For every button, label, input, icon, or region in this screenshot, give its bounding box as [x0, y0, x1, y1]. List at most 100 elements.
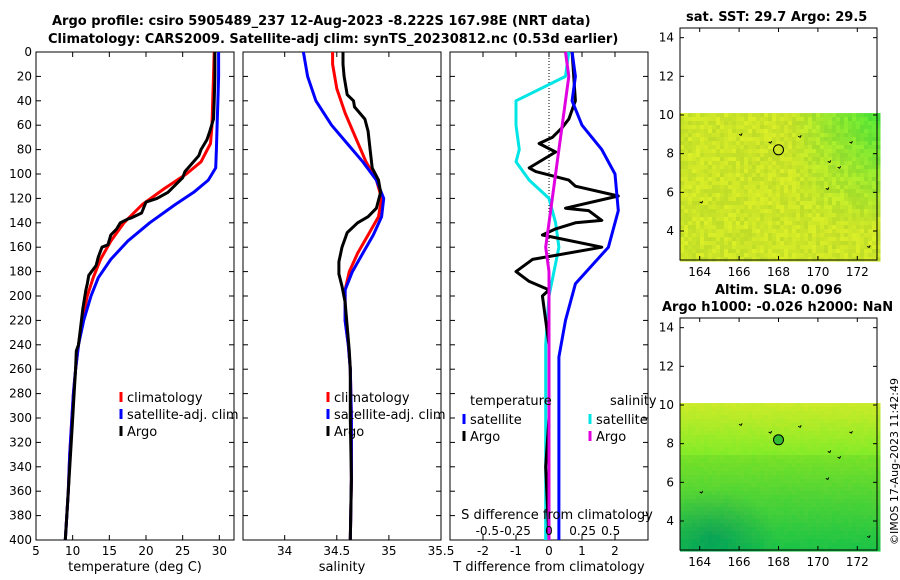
- sla-map-cell: [732, 455, 737, 460]
- sla-map-cell: [780, 527, 785, 532]
- sst-map-cell: [708, 201, 713, 206]
- sst-map-cell: [756, 125, 761, 130]
- sst-map-cell: [760, 217, 765, 222]
- sst-map-cell: [840, 129, 845, 134]
- sst-map-cell: [772, 177, 777, 182]
- sla-map-cell: [736, 463, 741, 468]
- sst-map-cell: [756, 225, 761, 230]
- sst-map-cell: [848, 161, 853, 166]
- sla-map-cell: [816, 511, 821, 516]
- sla-map-cell: [832, 435, 837, 440]
- sst-map-cell: [700, 161, 705, 166]
- sla-map-cell: [740, 447, 745, 452]
- sla-map-cell: [872, 547, 877, 552]
- sst-map-cell: [752, 173, 757, 178]
- sst-map-cell: [740, 221, 745, 226]
- sla-map-cell: [816, 423, 821, 428]
- sst-map-cell: [836, 197, 841, 202]
- sst-map-cell: [824, 233, 829, 238]
- sst-map-cell: [844, 141, 849, 146]
- diff-salinity-tick-label: 0.5: [601, 524, 620, 538]
- sst-map-cell: [760, 133, 765, 138]
- sst-map-cell: [836, 249, 841, 254]
- sst-map-cell: [812, 129, 817, 134]
- sst-map-cell: [808, 229, 813, 234]
- sla-map-cell: [708, 471, 713, 476]
- sst-map-cell: [848, 149, 853, 154]
- sla-map-cell: [740, 467, 745, 472]
- sst-map-cell: [684, 169, 689, 174]
- sst-map-cell: [852, 157, 857, 162]
- sst-map-cell: [772, 125, 777, 130]
- sla-map-cell: [792, 515, 797, 520]
- sla-map-cell: [740, 423, 745, 428]
- sst-map-cell: [844, 197, 849, 202]
- sla-map-cell: [712, 503, 717, 508]
- sla-map-cell: [784, 427, 789, 432]
- sla-map-cell: [856, 451, 861, 456]
- sst-map-cell: [688, 141, 693, 146]
- sla-map-cell: [820, 419, 825, 424]
- sla-map-cell: [872, 451, 877, 456]
- sst-map-cell: [704, 229, 709, 234]
- sla-map-cell: [856, 487, 861, 492]
- sla-map-cell: [836, 459, 841, 464]
- sst-map-cell: [684, 141, 689, 146]
- sla-map-cell: [852, 415, 857, 420]
- sst-map-cell: [700, 137, 705, 142]
- sla-map-cell: [772, 455, 777, 460]
- sst-map-cell: [860, 233, 865, 238]
- sst-map-cell: [748, 245, 753, 250]
- sst-map-cell: [876, 209, 881, 214]
- sst-map-cell: [844, 205, 849, 210]
- sla-map-cell: [760, 507, 765, 512]
- sst-map-cell: [736, 129, 741, 134]
- sla-map-cell: [852, 447, 857, 452]
- sla-map-cell: [696, 539, 701, 544]
- sst-map-cell: [868, 133, 873, 138]
- sla-map-cell: [688, 495, 693, 500]
- sst-map-cell: [844, 121, 849, 126]
- sst-map-cell: [708, 197, 713, 202]
- sst-map-cell: [828, 133, 833, 138]
- sst-map-cell: [724, 165, 729, 170]
- sla-map-cell: [856, 471, 861, 476]
- sst-map-cell: [700, 125, 705, 130]
- sst-map-cell: [852, 181, 857, 186]
- sla-map-cell: [684, 451, 689, 456]
- sst-map-cell: [736, 205, 741, 210]
- sla-map-cell: [768, 547, 773, 552]
- sla-map-cell: [824, 451, 829, 456]
- sst-map-cell: [780, 209, 785, 214]
- sla-map-cell: [796, 507, 801, 512]
- sla-map-cell: [876, 427, 881, 432]
- sla-map-cell: [796, 419, 801, 424]
- sst-map-cell: [712, 141, 717, 146]
- sla-map-cell: [816, 415, 821, 420]
- sla-map-cell: [848, 515, 853, 520]
- sst-map-cell: [688, 233, 693, 238]
- sst-map-cell: [688, 225, 693, 230]
- depth-tick-label: 260: [9, 362, 32, 376]
- sla-map-cell: [732, 431, 737, 436]
- sla-map-cell: [776, 495, 781, 500]
- sla-map-cell: [812, 507, 817, 512]
- sla-map-cell: [856, 443, 861, 448]
- sla-map-cell: [868, 419, 873, 424]
- sla-map-cell: [792, 443, 797, 448]
- sst-map-cell: [856, 113, 861, 118]
- sst-map-cell: [712, 249, 717, 254]
- sla-map-cell: [788, 535, 793, 540]
- sla-map-cell: [772, 479, 777, 484]
- sst-map-cell: [788, 249, 793, 254]
- sst-map-cell: [816, 197, 821, 202]
- sst-map-cell: [712, 233, 717, 238]
- sla-map-cell: [824, 403, 829, 408]
- sst-map-cell: [820, 133, 825, 138]
- sst-map-cell: [764, 245, 769, 250]
- sla-map-cell: [868, 439, 873, 444]
- sla-map-cell: [784, 511, 789, 516]
- sla-map-cell: [728, 471, 733, 476]
- sst-map-cell: [796, 257, 801, 262]
- sst-map-cell: [744, 241, 749, 246]
